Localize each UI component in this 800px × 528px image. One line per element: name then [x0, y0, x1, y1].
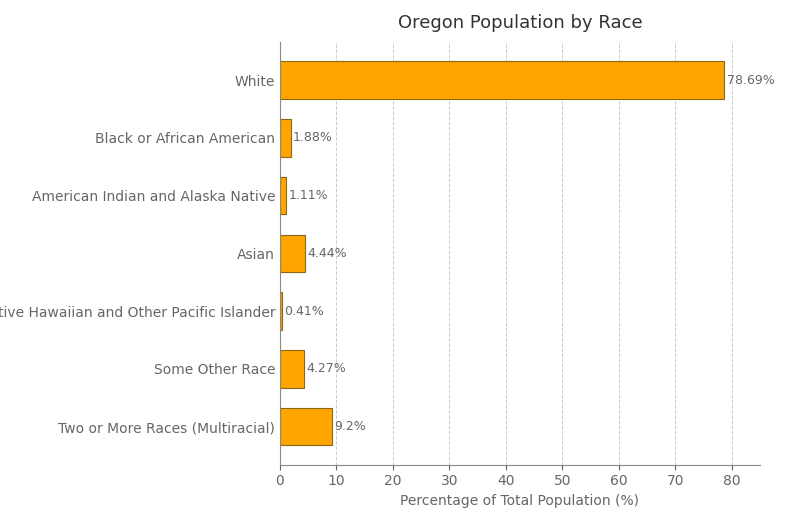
Bar: [280, 234, 305, 272]
Text: 4.27%: 4.27%: [306, 362, 346, 375]
Bar: [280, 293, 282, 330]
Text: 1.11%: 1.11%: [289, 189, 328, 202]
Bar: [280, 177, 286, 214]
Text: 4.44%: 4.44%: [307, 247, 347, 260]
Bar: [280, 119, 290, 157]
Text: 9.2%: 9.2%: [334, 420, 366, 433]
Bar: [280, 408, 332, 446]
Text: 1.88%: 1.88%: [293, 131, 333, 145]
X-axis label: Percentage of Total Population (%): Percentage of Total Population (%): [401, 494, 639, 508]
Text: 78.69%: 78.69%: [726, 74, 774, 87]
Bar: [280, 350, 304, 388]
Title: Oregon Population by Race: Oregon Population by Race: [398, 14, 642, 32]
Text: 0.41%: 0.41%: [285, 305, 324, 318]
Bar: [280, 61, 724, 99]
